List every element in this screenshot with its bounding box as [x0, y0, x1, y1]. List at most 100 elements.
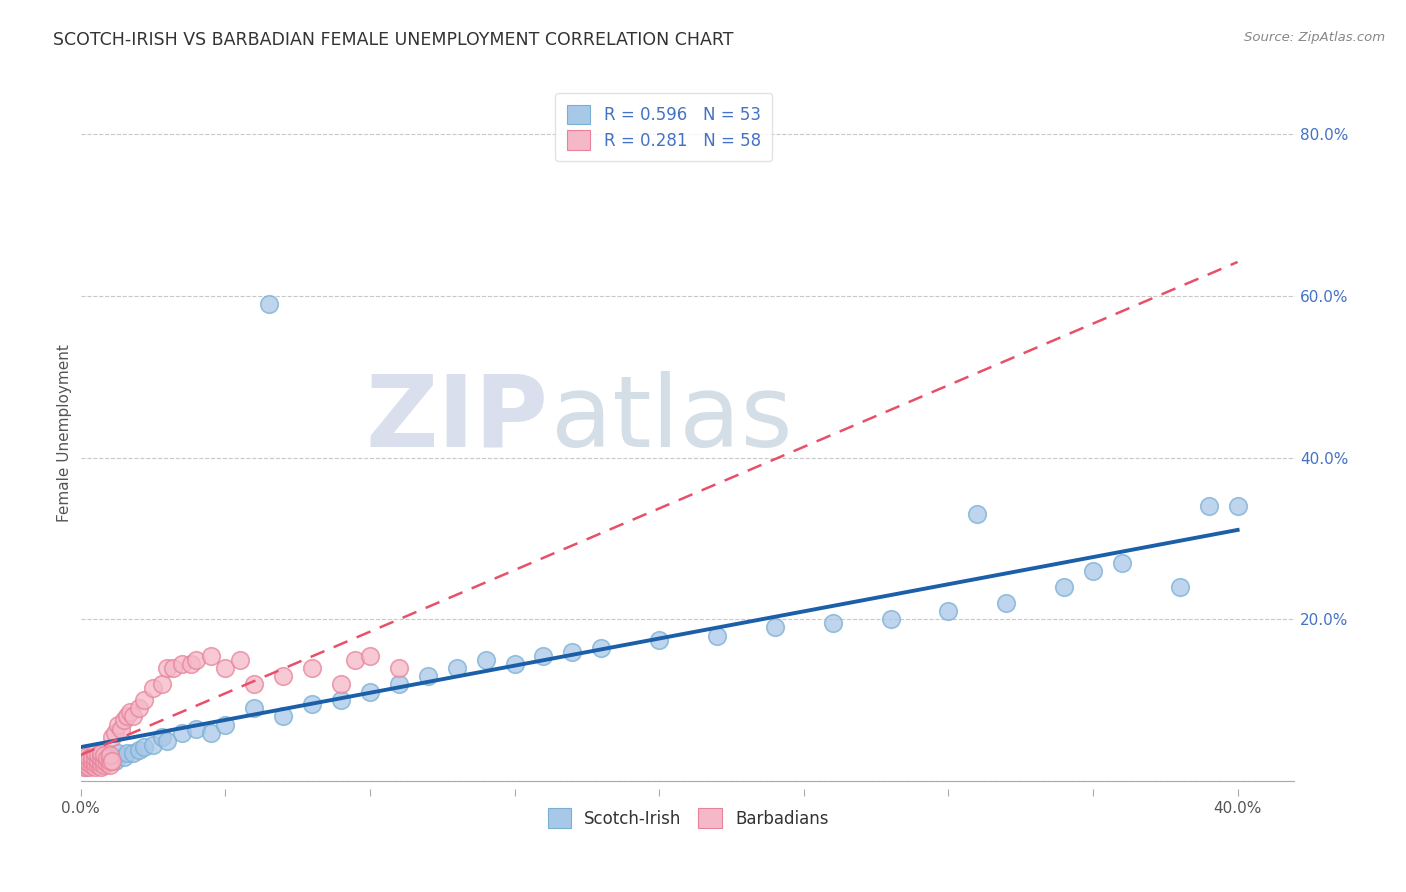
Point [271, 669, 294, 683]
Point [101, 751, 124, 765]
Point [112, 750, 135, 764]
Point [79, 759, 101, 773]
Point [104, 725, 127, 739]
Point [1198, 499, 1220, 513]
Point [134, 693, 156, 707]
Point [98, 748, 121, 763]
Point [84, 751, 107, 765]
Point [388, 677, 411, 691]
Y-axis label: Female Unemployment: Female Unemployment [58, 344, 72, 523]
Point [186, 722, 208, 736]
Point [98, 754, 121, 768]
Point [112, 714, 135, 728]
Point [344, 653, 367, 667]
Point [561, 645, 583, 659]
Point [121, 746, 143, 760]
Point [533, 648, 555, 663]
Point [93, 754, 115, 768]
Point [90, 756, 112, 771]
Point [257, 297, 280, 311]
Point [301, 661, 323, 675]
Point [134, 740, 156, 755]
Point [648, 632, 671, 647]
Point [72, 758, 94, 772]
Point [330, 693, 353, 707]
Text: atlas: atlas [551, 370, 793, 467]
Point [93, 758, 115, 772]
Point [214, 717, 236, 731]
Point [271, 709, 294, 723]
Point [84, 758, 107, 772]
Point [1053, 580, 1076, 594]
Point [75, 750, 97, 764]
Point [90, 750, 112, 764]
Point [156, 661, 179, 675]
Point [995, 596, 1018, 610]
Point [200, 725, 222, 739]
Point [162, 661, 184, 675]
Point [359, 648, 381, 663]
Point [170, 725, 193, 739]
Point [101, 754, 124, 768]
Point [474, 653, 496, 667]
Point [90, 746, 112, 760]
Point [115, 746, 138, 760]
Point [82, 750, 104, 764]
Point [821, 616, 844, 631]
Point [330, 677, 353, 691]
Text: ZIP: ZIP [366, 370, 548, 467]
Point [87, 758, 110, 772]
Point [170, 657, 193, 671]
Point [90, 759, 112, 773]
Point [79, 751, 101, 765]
Point [763, 620, 786, 634]
Point [82, 754, 104, 768]
Point [1111, 556, 1133, 570]
Point [98, 750, 121, 764]
Point [84, 756, 107, 771]
Point [156, 733, 179, 747]
Point [79, 756, 101, 771]
Point [96, 756, 118, 771]
Point [98, 758, 121, 772]
Point [82, 754, 104, 768]
Point [243, 677, 266, 691]
Point [82, 758, 104, 772]
Point [128, 743, 150, 757]
Point [75, 758, 97, 772]
Point [150, 677, 173, 691]
Point [243, 701, 266, 715]
Legend: Scotch-Irish, Barbadians: Scotch-Irish, Barbadians [541, 802, 835, 834]
Point [87, 748, 110, 763]
Point [118, 706, 141, 720]
Point [115, 709, 138, 723]
Point [79, 756, 101, 771]
Point [200, 648, 222, 663]
Point [706, 628, 728, 642]
Point [107, 746, 129, 760]
Point [388, 661, 411, 675]
Point [93, 748, 115, 763]
Text: Source: ZipAtlas.com: Source: ZipAtlas.com [1244, 31, 1385, 45]
Point [110, 722, 132, 736]
Point [128, 701, 150, 715]
Point [229, 653, 252, 667]
Point [121, 709, 143, 723]
Point [359, 685, 381, 699]
Point [180, 657, 202, 671]
Point [87, 754, 110, 768]
Point [107, 717, 129, 731]
Point [72, 759, 94, 773]
Point [87, 754, 110, 768]
Point [104, 754, 127, 768]
Point [1168, 580, 1191, 594]
Point [966, 507, 988, 521]
Point [1081, 564, 1104, 578]
Point [72, 756, 94, 771]
Point [503, 657, 526, 671]
Point [101, 730, 124, 744]
Point [150, 730, 173, 744]
Point [416, 669, 439, 683]
Point [90, 751, 112, 765]
Point [75, 759, 97, 773]
